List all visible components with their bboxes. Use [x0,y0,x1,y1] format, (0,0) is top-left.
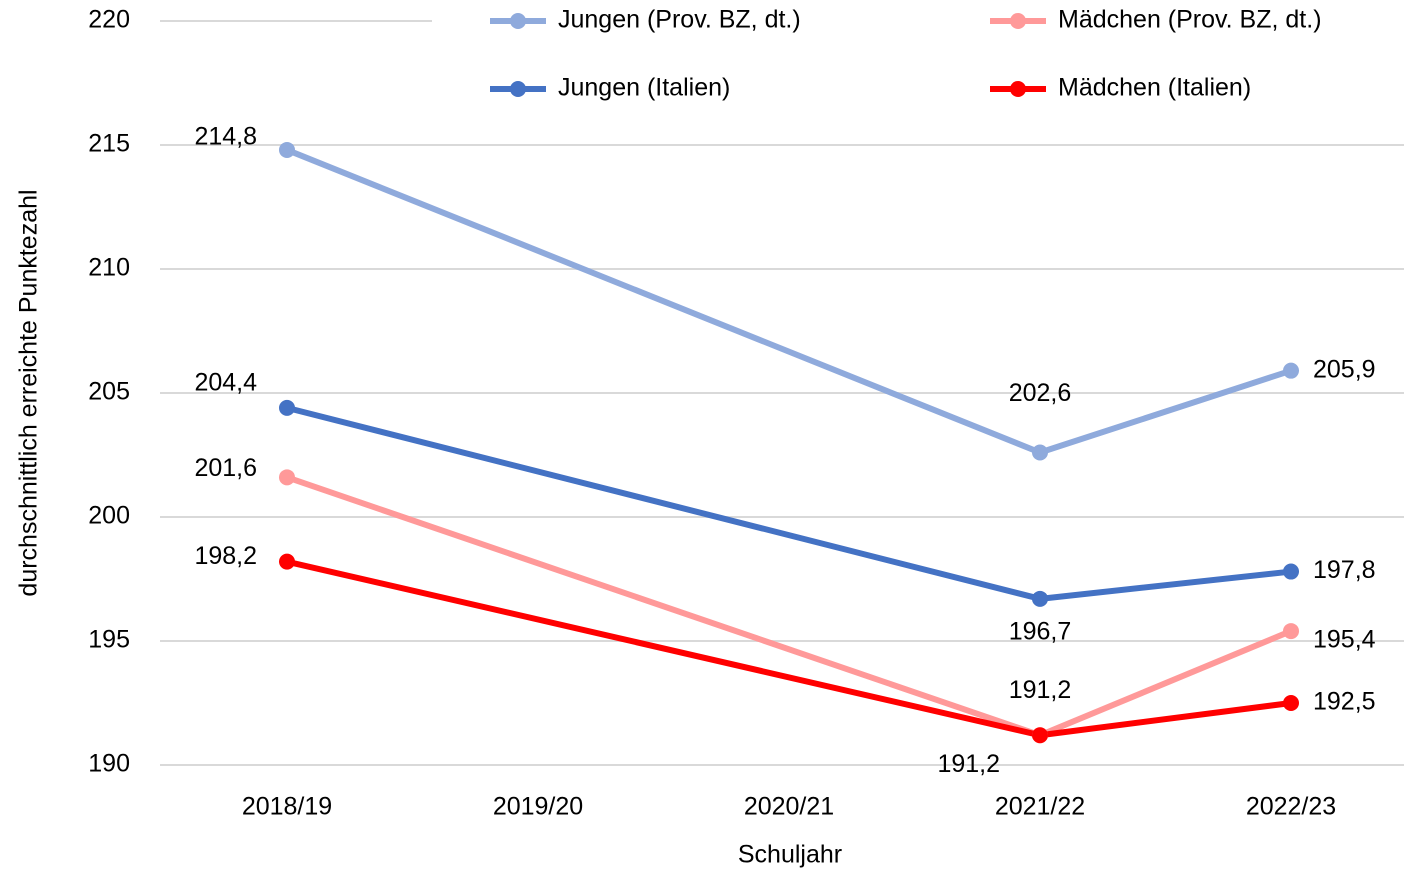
data-point [279,553,295,570]
y-tick-label: 215 [88,130,130,158]
data-point [1283,563,1299,580]
data-point [1032,444,1048,461]
line-segment [1037,367,1294,456]
legend-marker [510,81,526,97]
data-point [1032,590,1048,607]
data-label: 191,2 [937,750,1000,778]
legend-label: Jungen (Italien) [558,74,730,102]
data-label: 205,9 [1313,355,1376,383]
legend-marker [510,13,526,29]
y-tick-label: 200 [88,502,130,530]
data-label: 197,8 [1313,556,1376,584]
data-label: 192,5 [1313,688,1376,716]
data-label: 202,6 [1009,379,1072,407]
y-tick-label: 220 [88,6,130,34]
data-label: 196,7 [1009,617,1072,645]
legend-marker [1010,13,1026,29]
data-point [1032,727,1048,744]
data-point [279,141,295,158]
data-point [279,399,295,416]
y-axis-title: durchschnittlich erreichte Punktezahl [15,189,43,596]
y-tick-label: 205 [88,378,130,406]
x-tick-label: 2019/20 [493,793,583,821]
legend-label: Mädchen (Prov. BZ, dt.) [1058,6,1322,34]
data-point [279,469,295,486]
y-tick-label: 210 [88,254,130,282]
legend-background [432,0,1406,115]
legend-label: Mädchen (Italien) [1058,74,1251,102]
legend-marker [1010,81,1026,97]
line-segment [284,558,1043,739]
line-segment [284,474,1043,739]
data-label: 201,6 [194,454,257,482]
data-label: 195,4 [1313,626,1376,654]
line-segment [1037,628,1294,739]
x-axis-title: Schuljahr [738,841,842,869]
data-label: 198,2 [194,542,257,570]
y-tick-label: 195 [88,626,130,654]
data-label: 204,4 [194,368,257,396]
line-segment [284,146,1043,456]
data-point [1283,623,1299,640]
x-tick-label: 2021/22 [995,793,1085,821]
y-tick-label: 190 [88,750,130,778]
line-segment [1037,700,1294,739]
x-tick-label: 2022/23 [1246,793,1336,821]
line-segment [284,404,1043,602]
data-label: 191,2 [1009,676,1072,704]
data-point [1283,695,1299,711]
x-tick-label: 2018/19 [242,793,332,821]
x-tick-label: 2020/21 [744,793,834,821]
data-point [1283,362,1299,379]
data-label: 214,8 [194,123,257,151]
line-segment [1037,568,1294,602]
legend-label: Jungen (Prov. BZ, dt.) [558,6,801,34]
